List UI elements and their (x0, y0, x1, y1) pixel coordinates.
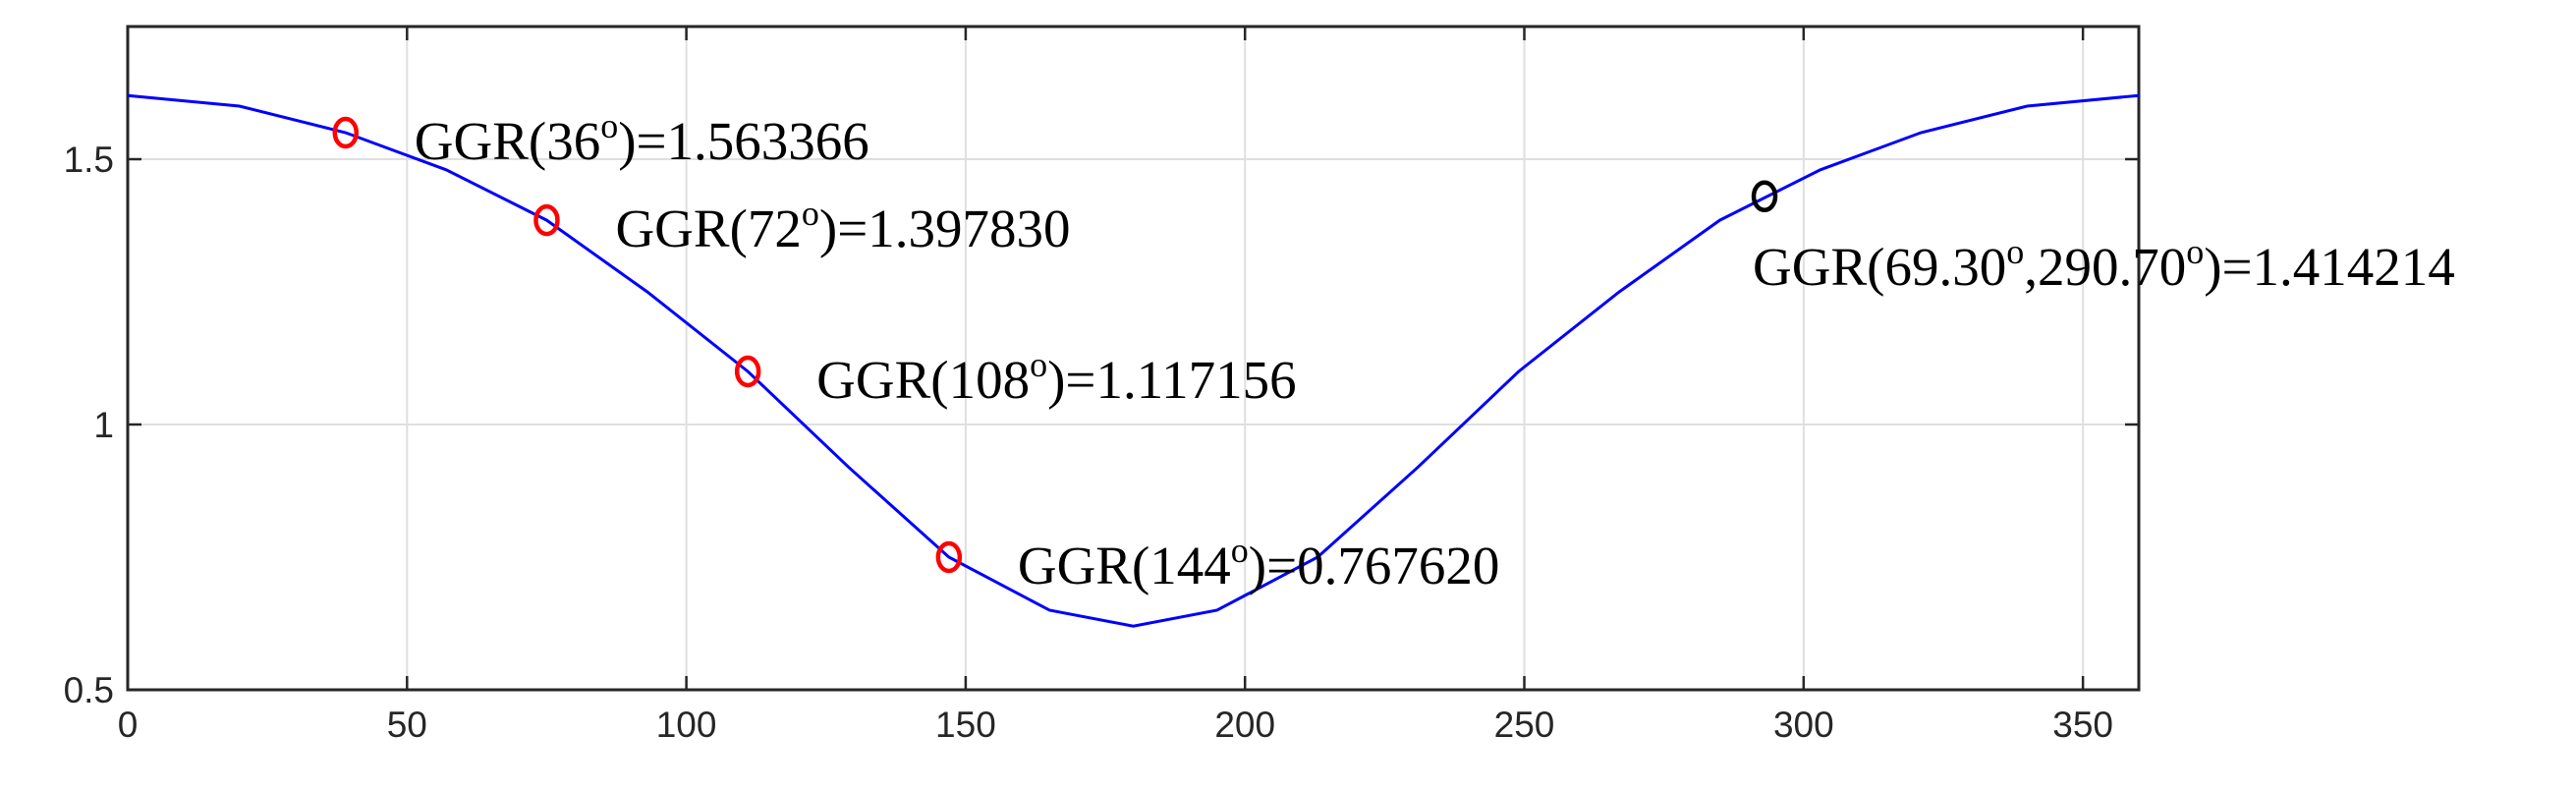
annotation-part: )=1.397830 (819, 198, 1071, 258)
marker (533, 203, 560, 237)
annotation-part: GGR(69.30 (1753, 237, 2006, 297)
x-tick-label: 250 (1494, 705, 1555, 745)
annotation-part: GGR(72 (615, 198, 801, 258)
x-tick-label: 50 (387, 705, 427, 745)
annotation-part: )=1.563366 (618, 111, 869, 171)
plot-box (126, 25, 2141, 692)
annotation: GGR(108o)=1.117156 (816, 345, 1297, 410)
annotation-part: GGR(144 (1018, 536, 1231, 595)
y-tick-label: 1.5 (64, 140, 114, 180)
annotation-part: ,290.70 (2024, 237, 2186, 297)
marker (332, 116, 360, 149)
x-tick-label: 350 (2052, 705, 2113, 745)
x-tick-label: 300 (1773, 705, 1834, 745)
annotation-part: o (802, 194, 819, 233)
annotation: GGR(36o)=1.563366 (415, 106, 869, 171)
annotation-part: )=1.117156 (1047, 350, 1297, 410)
annotation-part: GGR(36 (415, 111, 600, 171)
x-tick-label: 100 (656, 705, 717, 745)
annotation-part: o (600, 106, 618, 145)
marker (1751, 180, 1778, 213)
annotation: GGR(72o)=1.397830 (615, 194, 1070, 258)
marker (734, 355, 761, 388)
x-tick-label: 150 (935, 705, 996, 745)
annotation: GGR(144o)=0.767620 (1018, 531, 1500, 595)
annotation-part: )=0.767620 (1249, 536, 1500, 595)
marker (935, 540, 963, 574)
annotation-part: o (1030, 345, 1047, 384)
x-tick-label: 200 (1214, 705, 1275, 745)
annotation-part: o (2186, 232, 2204, 271)
y-tick-label: 1 (93, 405, 114, 445)
annotation-part: o (2006, 232, 2024, 271)
annotation-part: GGR(108 (816, 350, 1030, 410)
annotation: GGR(69.30o,290.70o)=1.414214 (1753, 232, 2455, 297)
y-tick-label: 0.5 (64, 670, 114, 710)
x-tick-label: 0 (118, 705, 139, 745)
data-line (127, 93, 2140, 628)
annotation-part: )=1.414214 (2204, 237, 2455, 297)
annotation-part: o (1231, 531, 1249, 570)
